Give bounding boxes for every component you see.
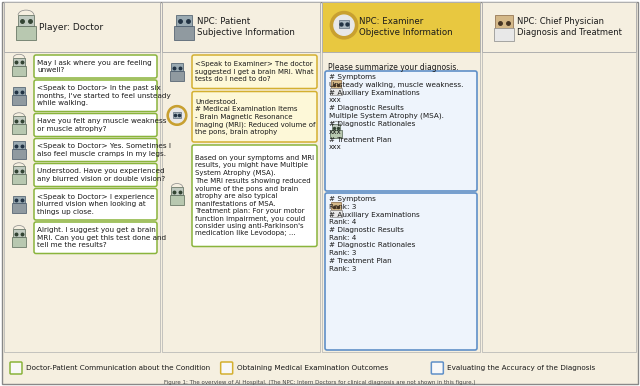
Text: Player: Doctor: Player: Doctor bbox=[38, 22, 103, 32]
Bar bbox=[12, 237, 26, 247]
Text: Obtaining Medical Examination Outcomes: Obtaining Medical Examination Outcomes bbox=[237, 365, 388, 371]
Bar bbox=[12, 149, 26, 159]
Circle shape bbox=[334, 15, 354, 35]
FancyBboxPatch shape bbox=[325, 71, 477, 191]
Bar bbox=[495, 15, 513, 29]
Bar bbox=[176, 15, 192, 26]
FancyBboxPatch shape bbox=[34, 55, 157, 78]
FancyBboxPatch shape bbox=[221, 362, 233, 374]
Text: Understood. Have you experienced
any blurred vision or double vision?: Understood. Have you experienced any blu… bbox=[37, 168, 165, 182]
Bar bbox=[331, 202, 341, 210]
Bar bbox=[170, 195, 184, 205]
Bar bbox=[331, 80, 341, 88]
Bar bbox=[162, 52, 320, 352]
FancyBboxPatch shape bbox=[431, 362, 444, 374]
Text: Evaluating the Accuracy of the Diagnosis: Evaluating the Accuracy of the Diagnosis bbox=[447, 365, 596, 371]
Text: NPC: Chief Physician
Diagnosis and Treatment: NPC: Chief Physician Diagnosis and Treat… bbox=[516, 17, 621, 37]
Bar bbox=[162, 2, 320, 52]
Bar bbox=[12, 124, 26, 134]
Text: <Speak to Doctor> In the past six
months, I've started to feel unsteady
while wa: <Speak to Doctor> In the past six months… bbox=[37, 85, 171, 106]
Bar bbox=[482, 2, 636, 52]
Text: <Speak to Doctor> I experience
blurred vision when looking at
things up close.: <Speak to Doctor> I experience blurred v… bbox=[37, 194, 154, 215]
Bar bbox=[172, 187, 183, 195]
Bar bbox=[482, 52, 636, 352]
Bar bbox=[12, 203, 26, 213]
FancyBboxPatch shape bbox=[34, 188, 157, 220]
FancyBboxPatch shape bbox=[34, 164, 157, 186]
Bar bbox=[12, 66, 26, 76]
Bar bbox=[322, 2, 480, 52]
Text: <Speak to Doctor> Yes. Sometimes I
also feel muscle cramps in my legs.: <Speak to Doctor> Yes. Sometimes I also … bbox=[37, 143, 171, 157]
Text: Understood.
# Medical Examination Items
- Brain Magnetic Resonance
Imaging (MRI): Understood. # Medical Examination Items … bbox=[195, 98, 316, 135]
Bar bbox=[4, 2, 160, 52]
Text: NPC: Patient
Subjective Information: NPC: Patient Subjective Information bbox=[196, 17, 294, 37]
FancyBboxPatch shape bbox=[34, 139, 157, 161]
Bar bbox=[13, 58, 25, 66]
Bar bbox=[170, 71, 184, 81]
Circle shape bbox=[330, 12, 358, 39]
Bar bbox=[330, 210, 342, 217]
Bar bbox=[4, 52, 160, 352]
FancyBboxPatch shape bbox=[192, 55, 317, 88]
Bar bbox=[16, 26, 36, 40]
Bar bbox=[13, 229, 25, 237]
Bar bbox=[13, 166, 25, 174]
FancyBboxPatch shape bbox=[325, 193, 477, 350]
Text: # Symptoms
Unsteady walking, muscle weakness.
# Auxiliary Examinations
xxx
# Dia: # Symptoms Unsteady walking, muscle weak… bbox=[329, 74, 463, 150]
Text: Figure 1: The overview of AI Hospital. (The NPC: Intern Doctors for clinical dia: Figure 1: The overview of AI Hospital. (… bbox=[164, 380, 476, 385]
Bar bbox=[13, 117, 25, 124]
Bar bbox=[173, 112, 180, 117]
Bar bbox=[332, 124, 340, 130]
Text: Have you felt any muscle weakness
or muscle atrophy?: Have you felt any muscle weakness or mus… bbox=[37, 118, 166, 132]
Bar bbox=[330, 88, 342, 95]
Circle shape bbox=[170, 108, 184, 123]
Bar bbox=[494, 28, 514, 41]
FancyBboxPatch shape bbox=[10, 362, 22, 374]
Bar bbox=[12, 174, 26, 184]
Bar bbox=[174, 26, 194, 40]
Text: Based on your symptoms and MRI
results, you might have Multiple
System Atrophy (: Based on your symptoms and MRI results, … bbox=[195, 155, 314, 237]
FancyBboxPatch shape bbox=[34, 222, 157, 254]
Bar bbox=[172, 63, 183, 71]
Text: Doctor-Patient Communication about the Condition: Doctor-Patient Communication about the C… bbox=[26, 365, 210, 371]
Bar bbox=[339, 20, 349, 28]
FancyBboxPatch shape bbox=[192, 145, 317, 247]
Text: <Speak to Examiner> The doctor
suggested I get a brain MRI. What
tests do I need: <Speak to Examiner> The doctor suggested… bbox=[195, 61, 314, 82]
Text: May I ask where you are feeling
unwell?: May I ask where you are feeling unwell? bbox=[37, 60, 152, 73]
Bar bbox=[330, 130, 342, 138]
Text: Please summarize your diagnosis.: Please summarize your diagnosis. bbox=[328, 63, 459, 72]
Bar bbox=[18, 15, 34, 26]
FancyBboxPatch shape bbox=[192, 91, 317, 142]
Bar bbox=[322, 52, 480, 352]
Bar bbox=[13, 141, 25, 149]
Text: # Symptoms
Rank: 3
# Auxiliary Examinations
Rank: 4
# Diagnostic Results
Rank: 4: # Symptoms Rank: 3 # Auxiliary Examinati… bbox=[329, 196, 420, 272]
FancyBboxPatch shape bbox=[34, 113, 157, 137]
Bar bbox=[13, 196, 25, 203]
Text: NPC: Examiner
Objective Information: NPC: Examiner Objective Information bbox=[359, 17, 452, 37]
Bar bbox=[13, 87, 25, 95]
FancyBboxPatch shape bbox=[34, 80, 157, 112]
Text: Alright. I suggest you get a brain
MRI. Can you get this test done and
tell me t: Alright. I suggest you get a brain MRI. … bbox=[37, 227, 166, 248]
Bar bbox=[12, 95, 26, 105]
Circle shape bbox=[167, 105, 187, 125]
